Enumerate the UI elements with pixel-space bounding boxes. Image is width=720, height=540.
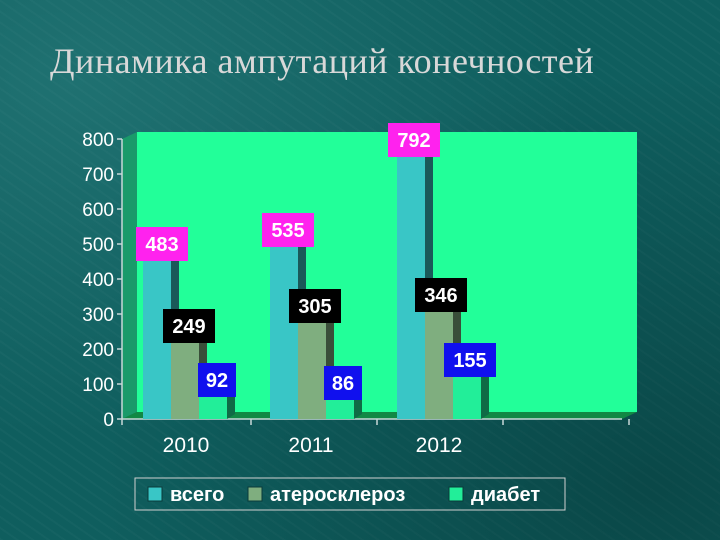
- chart-back-wall: [137, 132, 637, 412]
- bar-front: [171, 331, 199, 419]
- bar-атеросклероз-2012: [425, 292, 461, 419]
- data-label: 483: [136, 227, 188, 261]
- y-tick-label: 100: [82, 375, 114, 396]
- y-tick-label: 400: [82, 270, 114, 291]
- data-label-box: [324, 366, 362, 400]
- data-label-box: [444, 343, 496, 377]
- x-tick-label: 2011: [288, 434, 333, 457]
- data-label-box: [289, 289, 341, 323]
- data-label: 249: [163, 309, 215, 343]
- data-label: 346: [415, 278, 467, 312]
- bar-front: [298, 312, 326, 419]
- bar-front: [270, 231, 298, 419]
- data-label-box: [163, 309, 215, 343]
- y-tick-label: 800: [82, 130, 114, 151]
- y-tick-label: 200: [82, 340, 114, 361]
- data-labels: 483 535 792 249 305 346 92 86 155: [136, 123, 496, 400]
- data-label-text: 483: [145, 234, 178, 256]
- legend: всего атеросклероз диабет: [134, 477, 566, 511]
- legend-swatch: [448, 486, 464, 502]
- data-label: 535: [262, 213, 314, 247]
- chart-side-wall: [122, 132, 137, 419]
- y-axis: 0 100 200 300 400 500 600 700 800: [82, 130, 123, 431]
- data-label-box: [388, 123, 440, 157]
- data-label: 305: [289, 289, 341, 323]
- data-label: 792: [388, 123, 440, 157]
- legend-box: [134, 477, 566, 511]
- data-label-text: 92: [206, 370, 228, 392]
- legend-item-атеросклероз: атеросклероз: [247, 484, 405, 506]
- legend-item-всего: всего: [147, 484, 224, 506]
- legend-item-диабет: диабет: [448, 484, 540, 506]
- x-tick-label: 2010: [163, 434, 210, 457]
- slide-title: Динамика ампутаций конечностей: [50, 41, 595, 81]
- data-label-text: 249: [172, 316, 205, 338]
- data-label-text: 792: [397, 130, 430, 152]
- y-tick-label: 600: [82, 200, 114, 221]
- chart-floor: [122, 412, 637, 419]
- legend-swatch: [147, 486, 163, 502]
- data-label-text: 346: [424, 285, 457, 307]
- data-label-box: [136, 227, 188, 261]
- legend-swatch: [247, 486, 263, 502]
- data-label-box: [262, 213, 314, 247]
- y-tick-label: 700: [82, 165, 114, 186]
- y-tick-label: 300: [82, 305, 114, 326]
- data-label: 92: [198, 363, 236, 397]
- data-label-text: 535: [271, 220, 304, 242]
- data-label-text: 155: [453, 350, 486, 372]
- data-label-box: [198, 363, 236, 397]
- legend-label: диабет: [471, 484, 540, 506]
- data-label: 86: [324, 366, 362, 400]
- legend-label: всего: [170, 484, 224, 506]
- y-tick-label: 0: [103, 410, 114, 431]
- data-label-text: 86: [332, 373, 354, 395]
- data-label-box: [415, 278, 467, 312]
- data-label: 155: [444, 343, 496, 377]
- y-tick-label: 500: [82, 235, 114, 256]
- x-axis: 2010 2011 2012: [121, 418, 630, 457]
- data-label-text: 305: [298, 296, 331, 318]
- x-tick-label: 2012: [416, 434, 463, 457]
- legend-label: атеросклероз: [270, 484, 405, 506]
- chart-frame: [122, 132, 637, 419]
